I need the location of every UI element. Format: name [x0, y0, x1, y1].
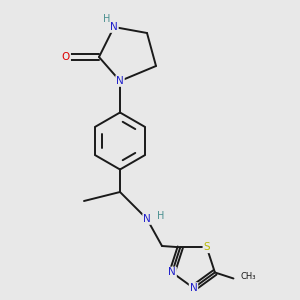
Text: N: N	[143, 214, 151, 224]
Text: H: H	[157, 211, 164, 221]
Text: N: N	[110, 22, 118, 32]
Text: N: N	[116, 76, 124, 86]
Text: O: O	[62, 52, 70, 62]
Text: N: N	[190, 283, 197, 293]
Text: S: S	[203, 242, 210, 252]
Text: N: N	[168, 268, 176, 278]
Text: CH₃: CH₃	[241, 272, 256, 280]
Text: H: H	[103, 14, 110, 25]
